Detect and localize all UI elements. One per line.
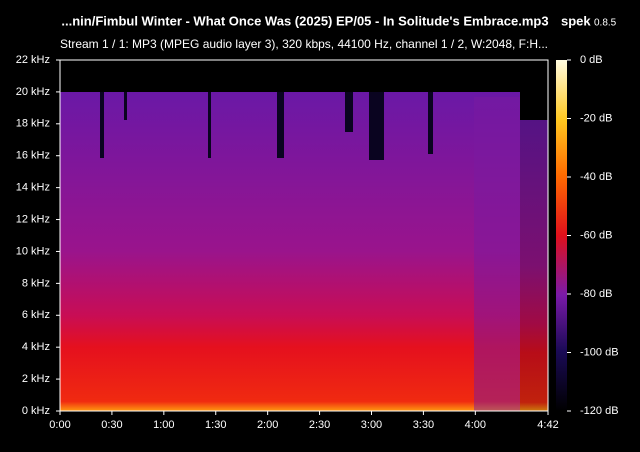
- gap: [345, 92, 353, 132]
- x-tick-label: 3:00: [361, 419, 382, 431]
- gap: [428, 92, 433, 154]
- gap: [277, 92, 284, 158]
- plot-frame: [59, 59, 549, 412]
- x-tick-label: 2:30: [309, 419, 330, 431]
- spectrogram-tail: [474, 97, 520, 411]
- app-name: spek: [561, 13, 591, 28]
- x-tick-label: 4:42: [537, 419, 558, 431]
- colorbar-tick-label: 0 dB: [580, 54, 603, 66]
- x-tick-label: 4:00: [465, 419, 486, 431]
- y-tick-label: 16 kHz: [16, 150, 50, 162]
- y-tick-label: 4 kHz: [22, 341, 50, 353]
- colorbar-tick-label: -100 dB: [580, 346, 619, 358]
- colorbar-tick-label: -40 dB: [580, 171, 612, 183]
- y-tick-label: 0 kHz: [22, 405, 50, 417]
- x-tick-label: 1:30: [205, 419, 226, 431]
- x-tick-label: 3:30: [413, 419, 434, 431]
- app-version: 0.8.5: [594, 18, 617, 29]
- y-tick-label: 10 kHz: [16, 245, 50, 257]
- y-tick-label: 18 kHz: [16, 118, 50, 130]
- gap: [124, 92, 127, 120]
- y-tick-label: 8 kHz: [22, 277, 50, 289]
- y-tick-label: 2 kHz: [22, 373, 50, 385]
- x-tick-label: 0:30: [101, 419, 122, 431]
- spectrogram: [60, 60, 548, 411]
- y-tick-label: 22 kHz: [16, 54, 50, 66]
- spectrogram-body: [60, 92, 520, 411]
- spectrogram-end: [520, 120, 548, 411]
- gap: [100, 92, 104, 158]
- colorbar-tick-label: -120 dB: [580, 405, 619, 417]
- x-tick-label: 2:00: [257, 419, 278, 431]
- x-tick-label: 0:00: [49, 419, 70, 431]
- y-tick-label: 14 kHz: [16, 182, 50, 194]
- colorbar-tick-label: -60 dB: [580, 229, 612, 241]
- x-tick-label: 1:00: [153, 419, 174, 431]
- gap: [369, 92, 384, 160]
- stream-info: Stream 1 / 1: MP3 (MPEG audio layer 3), …: [60, 37, 548, 51]
- colorbar-tick-label: -20 dB: [580, 112, 612, 124]
- gap: [208, 92, 211, 158]
- colorbar-tick-label: -80 dB: [580, 288, 612, 300]
- y-tick-label: 6 kHz: [22, 309, 50, 321]
- colorbar: [556, 60, 567, 411]
- file-title: ...nin/Fimbul Winter - What Once Was (20…: [61, 13, 548, 28]
- y-tick-label: 12 kHz: [16, 213, 50, 225]
- y-tick-label: 20 kHz: [16, 86, 50, 98]
